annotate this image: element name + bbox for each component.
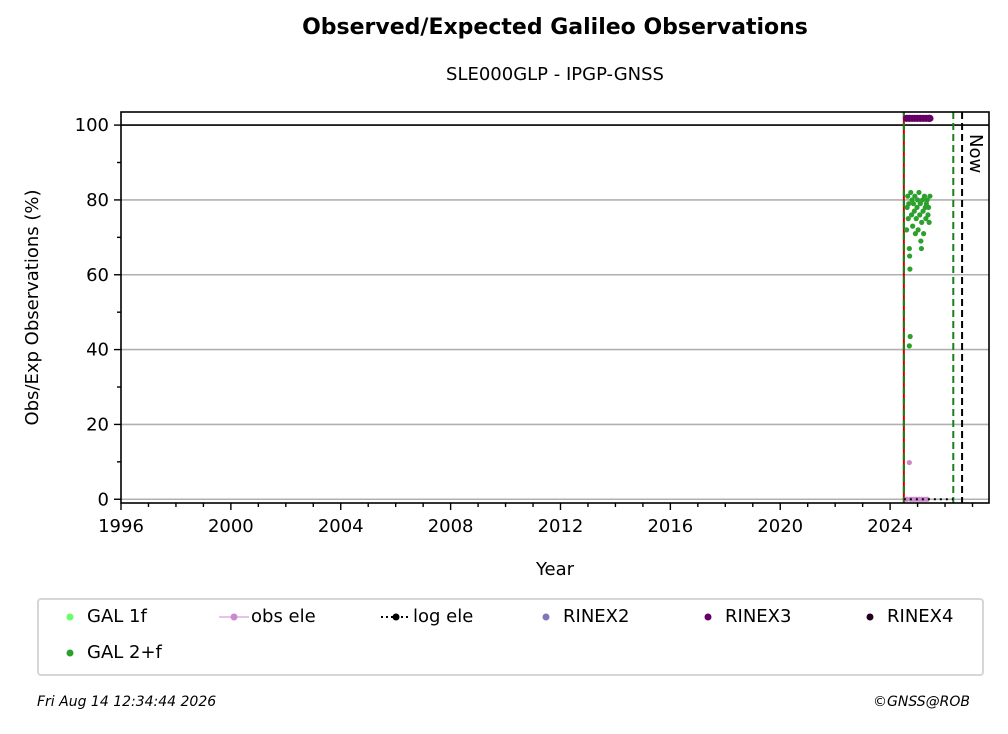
data-point xyxy=(914,197,921,203)
legend-item-rinex2: RINEX2 xyxy=(529,606,629,627)
data-point xyxy=(918,245,925,252)
x-tick-label: 2004 xyxy=(318,516,364,537)
legend-item-log-ele: log ele xyxy=(379,606,473,627)
legend-marker xyxy=(53,643,87,663)
data-point xyxy=(920,208,926,214)
legend-item-rinex3: RINEX3 xyxy=(691,606,791,627)
x-tick-label: 1996 xyxy=(98,516,144,537)
legend-label: GAL 2+f xyxy=(87,642,162,663)
y-tick-label: 0 xyxy=(98,489,109,510)
y-tick-label: 20 xyxy=(86,414,109,435)
legend-marker-icon xyxy=(866,613,874,620)
y-tick-label: 40 xyxy=(86,340,109,361)
data-point xyxy=(903,227,910,233)
data-point xyxy=(903,496,910,502)
x-tick-label: 2008 xyxy=(428,516,474,537)
x-tick-label: 2012 xyxy=(538,516,584,537)
y-tick-label: 60 xyxy=(86,265,109,286)
data-point xyxy=(906,459,912,466)
legend-marker-icon xyxy=(381,613,411,620)
x-axis-label: Year xyxy=(535,559,575,580)
legend-marker-icon xyxy=(66,613,74,620)
x-tick-label: 2024 xyxy=(867,516,913,537)
data-point xyxy=(926,114,934,122)
data-point xyxy=(910,223,916,229)
data-point xyxy=(924,496,930,502)
x-tick-label: 2016 xyxy=(647,516,693,537)
data-point xyxy=(912,231,918,237)
timestamp: Fri Aug 14 12:34:44 2026 xyxy=(37,694,217,710)
legend-label: log ele xyxy=(413,606,474,627)
data-point xyxy=(913,216,919,222)
data-point xyxy=(910,201,917,207)
credit: ©GNSS@ROB xyxy=(873,694,970,710)
now-label: Now xyxy=(965,134,986,173)
legend-marker-icon xyxy=(704,613,712,620)
legend-marker xyxy=(853,607,887,627)
legend: GAL 1f obs ele log ele RINEX2 RINEX3 RIN… xyxy=(37,598,984,676)
legend-item-obs-ele: obs ele xyxy=(217,606,316,627)
legend-item-gal-2f: GAL 2+f xyxy=(53,642,162,663)
legend-marker-icon xyxy=(542,613,550,620)
data-point xyxy=(921,193,928,199)
data-point xyxy=(905,193,911,199)
data-point xyxy=(912,193,918,199)
legend-marker xyxy=(529,607,563,627)
x-tick-label: 2000 xyxy=(208,516,254,537)
legend-item-gal-1f: GAL 1f xyxy=(53,606,147,627)
y-axis-label: Obs/Exp Observations (%) xyxy=(22,189,43,425)
data-point xyxy=(925,204,932,211)
data-point xyxy=(908,212,915,218)
data-point xyxy=(917,201,923,207)
data-point xyxy=(921,231,927,237)
legend-item-rinex4: RINEX4 xyxy=(853,606,953,627)
plot-frame xyxy=(120,111,990,504)
data-point xyxy=(916,189,922,196)
legend-marker xyxy=(691,607,725,627)
legend-label: GAL 1f xyxy=(87,606,147,627)
legend-marker-icon xyxy=(66,649,74,656)
data-point xyxy=(905,216,911,222)
data-point xyxy=(927,193,933,199)
legend-marker-icon xyxy=(219,613,249,620)
chart-subtitle: SLE000GLP - IPGP-GNSS xyxy=(446,64,664,85)
data-point xyxy=(919,219,925,225)
legend-marker xyxy=(217,607,251,627)
data-point xyxy=(918,238,924,244)
data-point xyxy=(925,212,931,218)
legend-label: RINEX3 xyxy=(725,606,792,627)
legend-marker xyxy=(53,607,87,627)
x-tick-label: 2020 xyxy=(757,516,803,537)
legend-label: obs ele xyxy=(251,606,316,627)
data-point xyxy=(907,253,913,259)
data-point xyxy=(915,227,921,233)
data-point xyxy=(907,333,913,340)
data-point xyxy=(911,208,917,214)
y-tick-label: 100 xyxy=(75,115,109,136)
plot-area: Now 1996 2000 2004 2008 2012 2016 2020 2024 0 20 40… xyxy=(22,111,990,580)
chart-title: Observed/Expected Galileo Observations xyxy=(302,15,808,40)
legend-marker xyxy=(379,607,413,627)
data-point xyxy=(908,189,914,196)
data-point xyxy=(907,266,913,272)
data-point xyxy=(914,204,920,211)
data-point xyxy=(917,212,923,218)
legend-label: RINEX2 xyxy=(563,606,630,627)
data-point xyxy=(926,219,932,225)
data-point xyxy=(906,245,912,252)
data-point xyxy=(906,201,912,207)
data-point xyxy=(906,343,912,349)
data-point xyxy=(923,216,929,222)
data-point xyxy=(924,197,930,203)
legend-label: RINEX4 xyxy=(887,606,954,627)
y-tick-label: 80 xyxy=(86,190,109,211)
